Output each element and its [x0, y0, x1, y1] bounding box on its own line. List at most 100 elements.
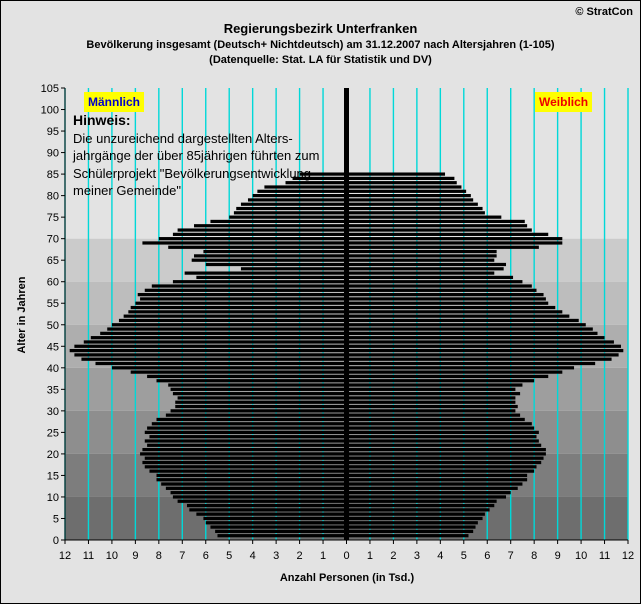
bar-male — [130, 370, 347, 374]
bar-male — [158, 237, 347, 241]
bar-female — [346, 387, 516, 391]
bar-male — [111, 366, 347, 370]
bar-male — [172, 495, 347, 499]
bar-male — [203, 249, 347, 254]
bar-male — [189, 508, 347, 512]
hint-line: jahrgänge der über 85jährigen führten zu… — [73, 148, 320, 163]
bar-male — [210, 525, 347, 529]
bar-male — [144, 430, 347, 434]
legend-female: Weiblich — [535, 92, 593, 112]
bar-female — [346, 529, 474, 534]
bar-female — [346, 331, 598, 335]
bar-male — [172, 280, 347, 284]
bar-male — [130, 305, 347, 310]
bar-female — [346, 172, 446, 176]
y-tick-label: 30 — [47, 406, 59, 418]
bar-male — [177, 396, 347, 400]
x-tick-label: 10 — [106, 550, 118, 562]
chart-title: Regierungsbezirk Unterfranken — [223, 21, 418, 36]
bar-male — [175, 400, 347, 404]
bar-male — [142, 447, 347, 452]
bar-female — [346, 370, 563, 374]
bar-male — [144, 465, 347, 469]
bar-male — [147, 374, 347, 379]
bar-male — [264, 185, 347, 189]
x-tick-label: 3 — [273, 550, 279, 562]
y-tick-label: 75 — [47, 212, 59, 224]
bar-male — [233, 211, 347, 215]
x-tick-label: 8 — [156, 550, 162, 562]
bar-male — [177, 228, 347, 232]
bar-female — [346, 516, 483, 521]
bar-female — [346, 495, 507, 499]
x-tick-label: 7 — [508, 550, 514, 562]
bar-male — [170, 491, 347, 495]
bar-male — [184, 271, 347, 275]
bar-male — [257, 189, 347, 193]
bar-female — [346, 521, 478, 525]
bar-female — [346, 267, 504, 271]
x-tick-label: 10 — [575, 550, 587, 562]
bar-male — [252, 194, 347, 198]
y-tick-label: 45 — [47, 341, 59, 353]
bar-male — [194, 254, 347, 258]
y-tick-label: 95 — [47, 126, 59, 138]
x-axis-label: Anzahl Personen (in Tsd.) — [279, 572, 415, 584]
bar-female — [346, 486, 518, 490]
bar-male — [205, 521, 347, 525]
hint-title: Hinweis: — [73, 112, 131, 128]
bar-male — [168, 383, 347, 387]
bar-male — [123, 314, 347, 318]
bar-female — [346, 452, 546, 456]
bar-female — [346, 379, 535, 383]
y-tick-label: 85 — [47, 169, 59, 181]
bar-male — [149, 435, 347, 439]
bar-female — [346, 478, 528, 482]
bar-female — [346, 293, 544, 297]
bar-female — [346, 219, 525, 224]
bar-female — [346, 280, 523, 284]
chart-source: (Datenquelle: Stat. LA für Statistik und… — [209, 54, 432, 66]
bar-female — [346, 245, 539, 249]
bar-male — [74, 344, 347, 348]
bar-male — [205, 262, 347, 267]
bar-male — [236, 206, 347, 211]
x-tick-label: 4 — [250, 550, 256, 562]
bar-female — [346, 460, 542, 465]
y-tick-label: 35 — [47, 384, 59, 396]
bar-male — [137, 293, 347, 297]
bar-male — [217, 534, 347, 538]
bar-female — [346, 456, 544, 460]
bar-male — [156, 417, 347, 422]
bar-female — [346, 232, 549, 236]
bar-female — [346, 469, 535, 473]
bar-male — [156, 379, 347, 383]
bar-female — [346, 310, 563, 314]
bar-male — [168, 245, 347, 249]
bar-female — [346, 344, 621, 348]
bar-female — [346, 305, 556, 310]
hint-line: Die unzureichend dargestellten Alters- — [73, 130, 293, 146]
bar-female — [346, 271, 495, 275]
bar-male — [229, 215, 347, 219]
bar-male — [177, 499, 347, 503]
y-tick-label: 55 — [47, 298, 59, 310]
bar-female — [346, 361, 596, 366]
bar-female — [346, 211, 485, 215]
bar-male — [285, 181, 347, 185]
bar-female — [346, 413, 521, 417]
bar-female — [346, 215, 502, 219]
bar-female — [346, 327, 593, 331]
bar-female — [346, 176, 455, 181]
bar-female — [346, 297, 546, 301]
bar-male — [140, 452, 347, 456]
bar-female — [346, 336, 605, 340]
bar-male — [147, 426, 347, 430]
bar-female — [346, 499, 497, 503]
bar-female — [346, 194, 471, 198]
bar-male — [165, 486, 347, 490]
y-tick-label: 70 — [47, 234, 59, 246]
y-tick-label: 0 — [53, 535, 59, 547]
x-tick-label: 11 — [83, 550, 94, 562]
bar-female — [346, 275, 514, 280]
